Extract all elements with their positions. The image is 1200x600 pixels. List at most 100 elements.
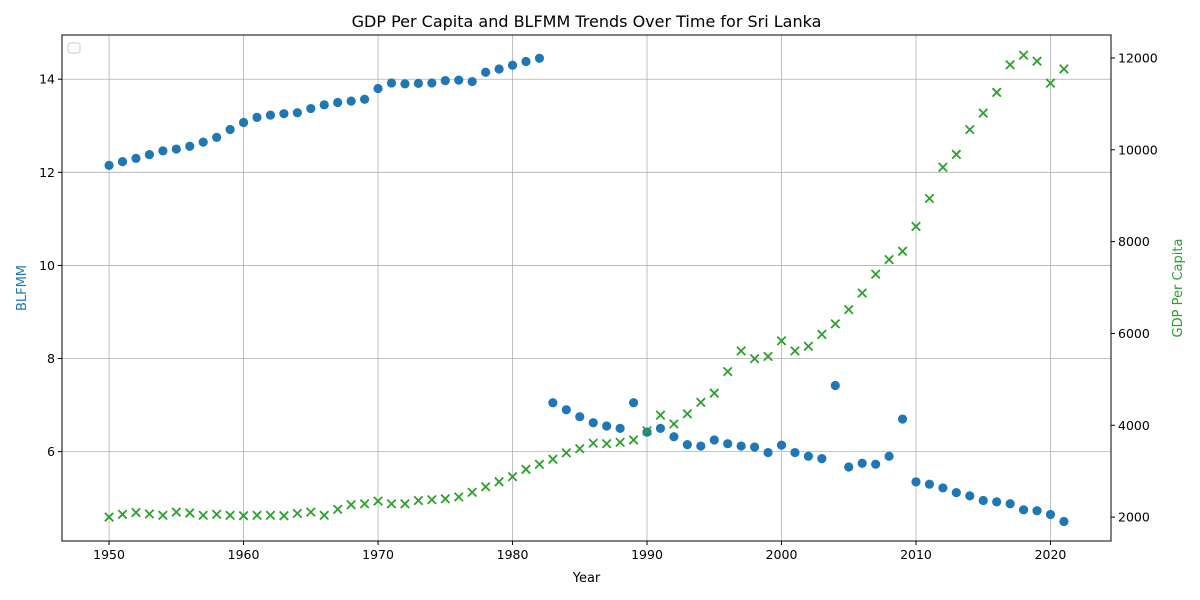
gdp-per-capita-point [184, 508, 195, 518]
blfmm-point [144, 150, 155, 160]
gdp-per-capita-point [709, 388, 720, 398]
blfmm-point [386, 78, 397, 88]
blfmm-point [615, 423, 625, 433]
gdp-per-capita-point [427, 494, 437, 505]
blfmm-point [602, 421, 612, 431]
gdp-per-capita-point [938, 162, 948, 173]
left-y-tick-label: 10 [39, 258, 55, 273]
blfmm-point [992, 497, 1002, 507]
x-axis-title: Year [572, 571, 601, 586]
gdp-per-capita-point [588, 438, 599, 449]
blfmm-point [359, 94, 370, 104]
gdp-per-capita-point [413, 495, 424, 506]
gdp-per-capita-point [897, 246, 908, 257]
blfmm-point [400, 79, 410, 89]
gdp-per-capita-point [440, 493, 451, 504]
gdp-per-capita-point [682, 408, 693, 419]
x-tick-label: 2000 [766, 547, 798, 562]
blfmm-point [225, 124, 235, 135]
gdp-per-capita-point [359, 498, 370, 509]
plot-frame [61, 34, 1112, 542]
x-tick-label: 2010 [900, 547, 932, 562]
blfmm-point [238, 117, 249, 128]
gdp-per-capita-point [131, 507, 141, 518]
gdp-per-capita-point [911, 221, 921, 232]
x-tick-label: 1960 [228, 547, 260, 562]
blfmm-point [776, 440, 787, 450]
right-y-tick-label: 12000 [1118, 50, 1158, 65]
blfmm-point [965, 491, 975, 501]
blfmm-point [1032, 506, 1042, 516]
blfmm-point [534, 53, 545, 63]
gdp-per-capita-point [763, 351, 773, 362]
right-y-axis-ticks: 2000 4000 6000 8000 10000 12000 [1111, 50, 1158, 525]
gdp-per-capita-point [507, 471, 518, 482]
blfmm-point [938, 483, 948, 493]
gdp-per-capita-point [749, 353, 760, 364]
x-tick-label: 1990 [631, 547, 663, 562]
blfmm-point [117, 157, 128, 167]
gdp-per-capita-point [158, 510, 168, 521]
blfmm-point [655, 423, 666, 433]
blfmm-point [561, 405, 571, 415]
blfmm-point [911, 477, 921, 487]
blfmm-point [319, 100, 329, 110]
gdp-per-capita-point [534, 459, 545, 470]
blfmm-point [857, 458, 867, 468]
gdp-per-capita-point [279, 510, 289, 521]
blfmm-point [279, 109, 289, 119]
blfmm-point [1059, 516, 1069, 527]
gdp-per-capita-point [669, 419, 679, 429]
left-y-axis-title: BLFMM [15, 265, 30, 311]
blfmm-point [682, 440, 692, 450]
gdp-per-capita-point [1032, 56, 1042, 67]
blfmm-point [750, 442, 760, 452]
blfmm-point [575, 412, 585, 422]
gdp-per-capita-point [561, 448, 572, 458]
gdp-per-capita-point [386, 498, 397, 509]
blfmm-point [924, 479, 935, 489]
blfmm-point [185, 141, 195, 151]
gdp-per-capita-point [642, 425, 652, 436]
blfmm-point [306, 103, 316, 114]
gdp-per-capita-point [628, 435, 639, 445]
blfmm-point [803, 451, 814, 461]
left-y-tick-label: 12 [39, 165, 55, 180]
x-tick-label: 1970 [362, 547, 394, 562]
gdp-per-capita-point [198, 510, 209, 521]
blfmm-point [830, 380, 840, 391]
blfmm-point [978, 495, 988, 506]
legend-box [67, 42, 81, 54]
gdp-per-capita-point [884, 254, 894, 265]
gdp-per-capita-point [252, 510, 262, 521]
gdp-per-capita-point [991, 87, 1002, 98]
gdp-per-capita-point [521, 464, 531, 475]
gdp-per-capita-point [265, 510, 276, 521]
blfmm-point [763, 447, 773, 458]
blfmm-point [817, 454, 827, 464]
gdp-per-capita-point [817, 329, 827, 340]
gdp-per-capita-point [346, 499, 356, 510]
x-tick-label: 2020 [1035, 547, 1067, 562]
blfmm-point [333, 97, 343, 108]
blfmm-point [198, 137, 208, 147]
blfmm-point [265, 110, 276, 120]
blfmm-point [1005, 499, 1015, 509]
gdp-per-capita-point [857, 288, 868, 298]
right-y-tick-label: 2000 [1118, 510, 1150, 525]
blfmm-point [346, 96, 356, 106]
blfmm-point [413, 78, 423, 89]
blfmm-point [871, 459, 881, 469]
blfmm-point [628, 398, 639, 408]
gdp-per-capita-point [951, 149, 962, 160]
blfmm-point [252, 112, 262, 122]
blfmm-point [548, 398, 558, 408]
gdp-per-capita-point [790, 346, 800, 356]
blfmm-point [212, 132, 222, 143]
right-y-tick-label: 6000 [1118, 326, 1150, 341]
gdp-per-capita-point [803, 341, 814, 352]
gdp-per-capita-series [104, 50, 1069, 522]
gdp-per-capita-point [144, 509, 155, 519]
gdp-per-capita-point [400, 498, 410, 509]
